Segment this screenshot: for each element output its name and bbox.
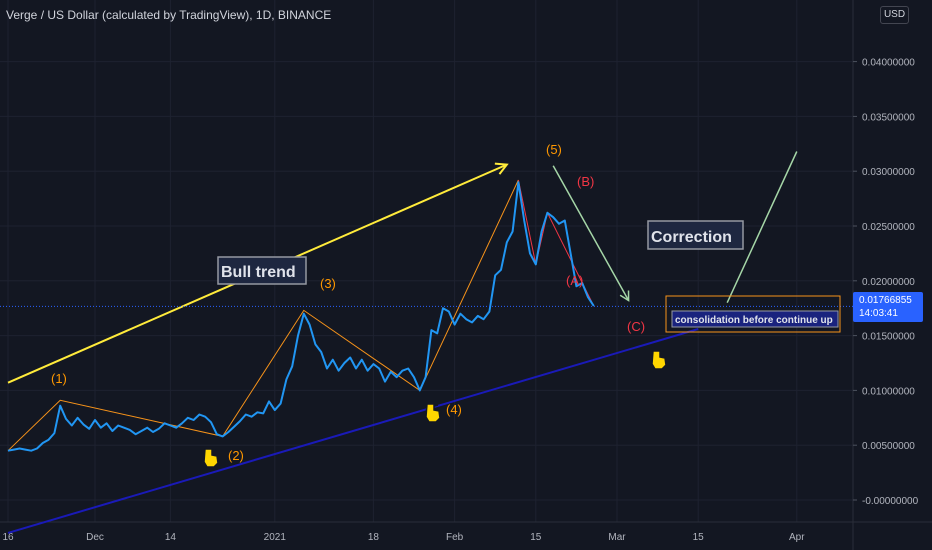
pointer-icon-shape	[203, 448, 219, 468]
correction-label: Correction	[651, 229, 732, 246]
elliott-wave-lines[interactable]	[7, 179, 519, 452]
pointer-icon	[651, 350, 667, 370]
last-price-value: 0.01766855	[859, 295, 912, 306]
y-tick-label: 0.00500000	[862, 441, 915, 452]
x-tick-label: 15	[530, 532, 542, 543]
x-tick-label: 15	[693, 532, 705, 543]
wave-label-a: (A)	[566, 273, 583, 288]
consolidation-label-box	[671, 310, 839, 328]
correction-label-box	[647, 220, 744, 250]
correction-arrow[interactable]	[552, 165, 630, 301]
correction-arrowhead	[619, 290, 630, 302]
y-tick-label: 0.03000000	[862, 167, 915, 178]
bull-trend-arrowhead	[494, 162, 509, 175]
consolidation-label: consolidation before continue up	[675, 315, 833, 326]
x-tick-label: Feb	[446, 532, 464, 543]
bull-trend-label-box	[217, 256, 307, 285]
pointer-icon-shape	[425, 403, 441, 423]
support-trendline[interactable]	[7, 328, 699, 534]
last-price-tag: 0.01766855 14:03:41	[853, 292, 923, 322]
y-tick-label: 0.03500000	[862, 112, 915, 123]
y-tick-label: -0.00000000	[862, 496, 919, 507]
x-tick-label: 14	[165, 532, 177, 543]
consolidation-zone[interactable]	[665, 295, 841, 333]
projection-line[interactable]	[726, 151, 798, 304]
wave-label-4: (4)	[446, 402, 462, 417]
abc-correction-lines[interactable]	[517, 179, 595, 307]
x-tick-label: Dec	[86, 532, 104, 543]
wave-label-c: (C)	[627, 319, 645, 334]
pointer-icon-shape	[651, 350, 667, 370]
x-tick-label: Apr	[789, 532, 805, 543]
pointer-icon	[425, 403, 441, 423]
bull-trend-label: Bull trend	[221, 264, 296, 281]
x-tick-label: 18	[368, 532, 380, 543]
wave-label-3: (3)	[320, 276, 336, 291]
x-tick-label: 2021	[264, 532, 287, 543]
y-tick-label: 0.01500000	[862, 332, 915, 343]
y-tick-label: 0.04000000	[862, 58, 915, 69]
pointer-icon	[203, 448, 219, 468]
bar-countdown: 14:03:41	[859, 308, 898, 319]
y-tick-label: 0.01000000	[862, 386, 915, 397]
wave-label-2: (2)	[228, 448, 244, 463]
y-tick-label: 0.02500000	[862, 222, 915, 233]
wave-label-5: (5)	[546, 142, 562, 157]
chart-title: Verge / US Dollar (calculated by Trading…	[6, 8, 332, 22]
wave-label-b: (B)	[577, 174, 594, 189]
x-tick-label: 16	[2, 532, 14, 543]
price-line[interactable]	[7, 181, 595, 452]
x-tick-label: Mar	[608, 532, 626, 543]
currency-button[interactable]: USD	[880, 6, 909, 24]
y-tick-label: 0.02000000	[862, 277, 915, 288]
wave-label-1: (1)	[51, 371, 67, 386]
